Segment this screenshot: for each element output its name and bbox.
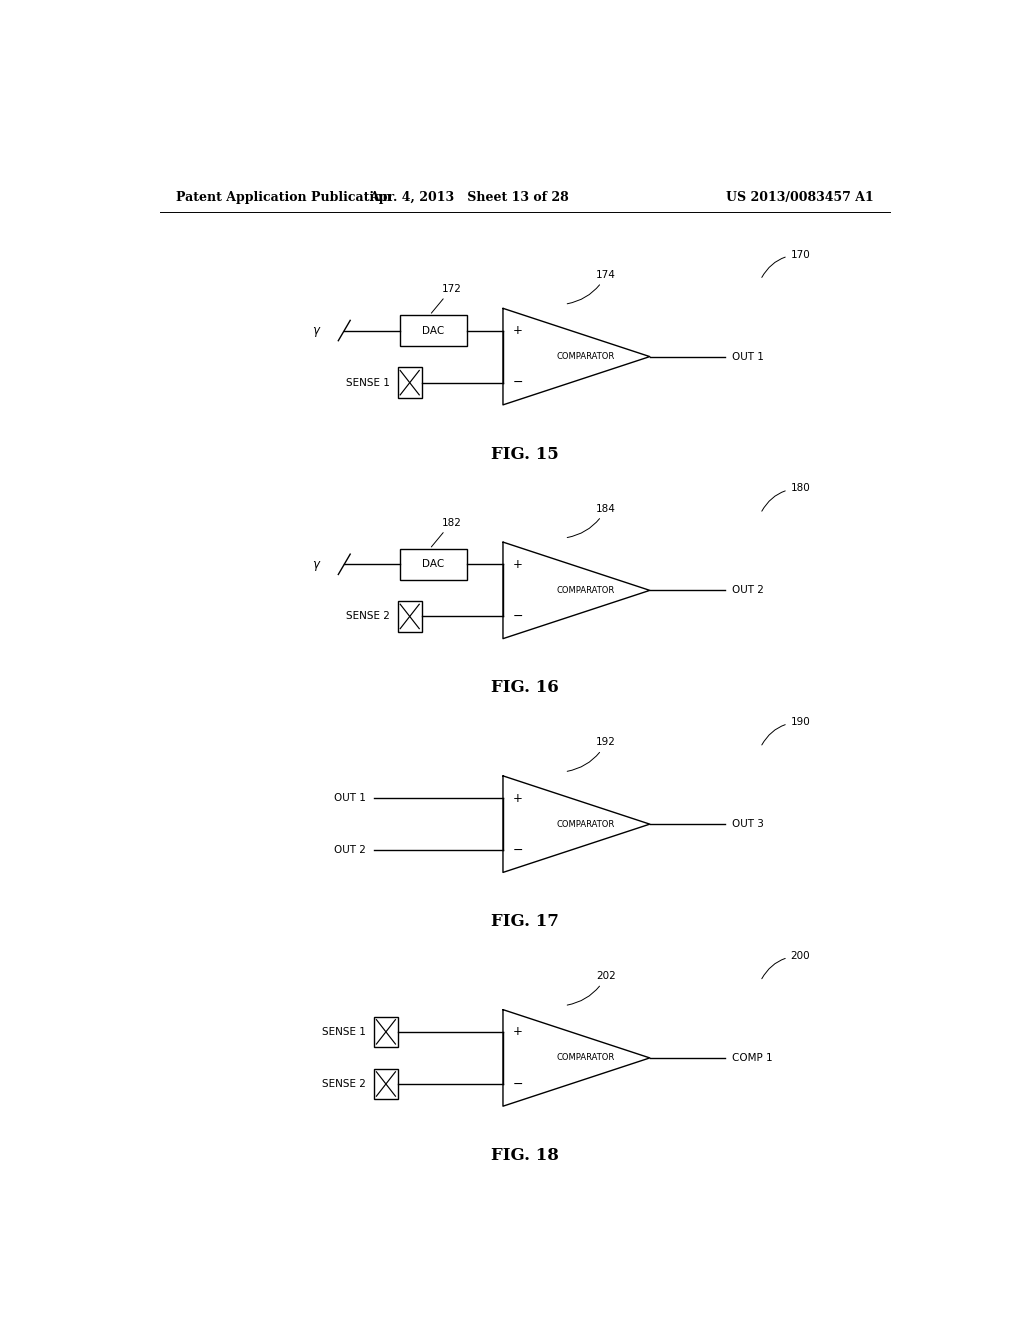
Text: OUT 2: OUT 2 bbox=[334, 845, 367, 855]
Text: 202: 202 bbox=[567, 972, 616, 1005]
Bar bbox=[397, 601, 422, 632]
Text: 170: 170 bbox=[762, 249, 810, 277]
Bar bbox=[399, 549, 467, 579]
Text: COMPARATOR: COMPARATOR bbox=[557, 352, 615, 362]
Text: OUT 1: OUT 1 bbox=[334, 793, 367, 803]
Text: OUT 3: OUT 3 bbox=[731, 820, 764, 829]
Text: γ: γ bbox=[312, 323, 319, 337]
Bar bbox=[399, 315, 467, 346]
Text: DAC: DAC bbox=[423, 326, 444, 335]
Text: COMPARATOR: COMPARATOR bbox=[557, 1053, 615, 1063]
Text: COMP 1: COMP 1 bbox=[731, 1053, 772, 1063]
Text: 182: 182 bbox=[431, 517, 462, 546]
Text: −: − bbox=[512, 376, 523, 389]
Text: γ: γ bbox=[312, 558, 319, 570]
Text: 180: 180 bbox=[762, 483, 810, 511]
Text: FIG. 18: FIG. 18 bbox=[490, 1147, 559, 1164]
Text: 174: 174 bbox=[567, 269, 616, 304]
Text: SENSE 1: SENSE 1 bbox=[346, 378, 390, 388]
Text: +: + bbox=[512, 323, 522, 337]
Bar bbox=[374, 1016, 397, 1047]
Text: 172: 172 bbox=[431, 284, 462, 313]
Text: −: − bbox=[512, 843, 523, 857]
Text: Patent Application Publication: Patent Application Publication bbox=[176, 190, 391, 203]
Text: −: − bbox=[512, 1077, 523, 1090]
Text: +: + bbox=[512, 558, 522, 570]
Text: 190: 190 bbox=[762, 717, 810, 744]
Text: 192: 192 bbox=[567, 738, 616, 771]
Text: US 2013/0083457 A1: US 2013/0083457 A1 bbox=[726, 190, 873, 203]
Text: +: + bbox=[512, 1026, 522, 1039]
Text: COMPARATOR: COMPARATOR bbox=[557, 586, 615, 595]
Text: DAC: DAC bbox=[423, 560, 444, 569]
Text: 184: 184 bbox=[567, 504, 616, 537]
Text: COMPARATOR: COMPARATOR bbox=[557, 820, 615, 829]
Text: SENSE 1: SENSE 1 bbox=[323, 1027, 367, 1036]
Text: OUT 1: OUT 1 bbox=[731, 351, 764, 362]
Text: SENSE 2: SENSE 2 bbox=[323, 1078, 367, 1089]
Text: −: − bbox=[512, 610, 523, 623]
Bar bbox=[397, 367, 422, 397]
Text: FIG. 17: FIG. 17 bbox=[490, 913, 559, 931]
Text: +: + bbox=[512, 792, 522, 805]
Text: OUT 2: OUT 2 bbox=[731, 585, 764, 595]
Text: SENSE 2: SENSE 2 bbox=[346, 611, 390, 622]
Text: FIG. 15: FIG. 15 bbox=[490, 446, 559, 462]
Bar bbox=[374, 1069, 397, 1100]
Text: 200: 200 bbox=[762, 950, 810, 978]
Text: Apr. 4, 2013   Sheet 13 of 28: Apr. 4, 2013 Sheet 13 of 28 bbox=[370, 190, 569, 203]
Text: FIG. 16: FIG. 16 bbox=[490, 680, 559, 697]
